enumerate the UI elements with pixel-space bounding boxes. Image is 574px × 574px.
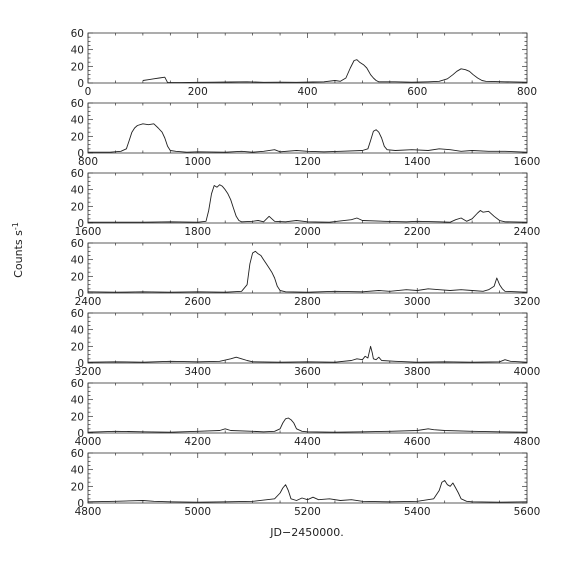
light-curve-series: [88, 123, 528, 153]
panel-frame: [87, 172, 528, 224]
y-tick-label: 0: [77, 218, 84, 230]
y-tick-label: 20: [71, 481, 84, 493]
y-tick-label: 0: [77, 498, 84, 510]
x-tick-label: 5200: [294, 506, 321, 518]
y-tick-label: 20: [71, 201, 84, 213]
x-tick-label: 2600: [184, 296, 211, 308]
y-axis-label-superscript: -1: [11, 222, 20, 230]
panel-6: 0 20 40 60 4000 4200 4400 4600 4800: [71, 378, 541, 448]
x-tick-label: 4000: [75, 436, 102, 448]
y-tick-label: 40: [71, 255, 84, 267]
y-tick-label: 20: [71, 341, 84, 353]
x-tick-label: 1400: [404, 156, 431, 168]
y-tick-label: 60: [71, 28, 84, 40]
panel-frame: [87, 242, 528, 294]
light-curve-series: [87, 480, 528, 503]
x-tick-label: 2400: [75, 296, 102, 308]
panel-frame: [87, 382, 528, 434]
y-tick-label: 40: [71, 45, 84, 57]
x-tick-label: 600: [407, 86, 427, 98]
y-tick-label: 0: [77, 148, 84, 160]
y-tick-label: 60: [71, 98, 84, 110]
y-tick-label: 0: [77, 78, 84, 90]
panel-frame: [87, 452, 528, 504]
x-tick-label: 4400: [294, 436, 321, 448]
x-tick-label: 3600: [294, 366, 321, 378]
y-tick-label: 40: [71, 115, 84, 127]
x-tick-label: 400: [297, 86, 317, 98]
y-tick-label: 40: [71, 465, 84, 477]
x-tick-label: 0: [85, 86, 92, 98]
y-tick-label: 40: [71, 325, 84, 337]
panel-frame: [87, 312, 528, 364]
y-tick-label: 60: [71, 308, 84, 320]
y-tick-label: 0: [77, 428, 84, 440]
y-tick-label: 20: [71, 411, 84, 423]
panel-3: 0 20 40 60 1600 1800 2000 2200 2400: [71, 168, 541, 238]
x-tick-label: 2200: [404, 226, 431, 238]
y-tick-label: 60: [71, 168, 84, 180]
y-tick-label: 40: [71, 185, 84, 197]
y-tick-label: 60: [71, 448, 84, 460]
light-curve-series: [87, 417, 528, 433]
x-tick-label: 800: [517, 86, 537, 98]
x-tick-label: 1600: [514, 156, 541, 168]
panel-4: 0 20 40 60 2400 2600 2800 3000 3200: [71, 238, 541, 308]
x-tick-label: 3800: [404, 366, 431, 378]
y-tick-label: 20: [71, 271, 84, 283]
x-tick-label: 4800: [75, 506, 102, 518]
x-tick-label: 1600: [75, 226, 102, 238]
y-tick-label: 20: [71, 61, 84, 73]
y-tick-label: 20: [71, 131, 84, 143]
x-tick-label: 5600: [514, 506, 541, 518]
y-tick-label: 0: [77, 358, 84, 370]
x-tick-label: 1800: [184, 226, 211, 238]
y-tick-label: 60: [71, 238, 84, 250]
x-tick-label: 2000: [294, 226, 321, 238]
panel-7: 0 20 40 60 4800 5000 5200 5400 5600: [71, 448, 541, 518]
light-curve-series: [87, 345, 528, 363]
x-tick-label: 3000: [404, 296, 431, 308]
y-tick-label: 0: [77, 288, 84, 300]
x-axis-label: JD−2450000.: [269, 526, 343, 539]
x-tick-label: 4000: [514, 366, 541, 378]
y-tick-label: 60: [71, 378, 84, 390]
x-tick-label: 2400: [514, 226, 541, 238]
y-tick-label: 40: [71, 395, 84, 407]
x-tick-label: 200: [188, 86, 208, 98]
x-tick-label: 800: [78, 156, 98, 168]
x-tick-label: 1200: [294, 156, 321, 168]
light-curve-series: [142, 59, 528, 84]
x-tick-label: 2800: [294, 296, 321, 308]
x-tick-label: 1000: [184, 156, 211, 168]
x-tick-label: 4200: [184, 436, 211, 448]
y-axis-label-text: Counts s: [12, 230, 25, 278]
x-tick-label: 3200: [514, 296, 541, 308]
x-tick-label: 3400: [184, 366, 211, 378]
panel-frame: [87, 32, 528, 84]
x-tick-label: 4800: [514, 436, 541, 448]
x-tick-label: 5000: [184, 506, 211, 518]
light-curve-series: [87, 250, 528, 293]
x-tick-label: 5400: [404, 506, 431, 518]
y-axis-label: Counts s-1: [11, 222, 26, 278]
light-curve-series: [88, 184, 528, 223]
panel-5: 0 20 40 60 3200 3400 3600 3800 4000: [71, 308, 541, 378]
x-tick-label: 4600: [404, 436, 431, 448]
panel-2: 0 20 40 60 800 1000 1200 1400 1600: [71, 98, 541, 168]
panel-frame: [87, 102, 528, 154]
x-tick-label: 3200: [75, 366, 102, 378]
